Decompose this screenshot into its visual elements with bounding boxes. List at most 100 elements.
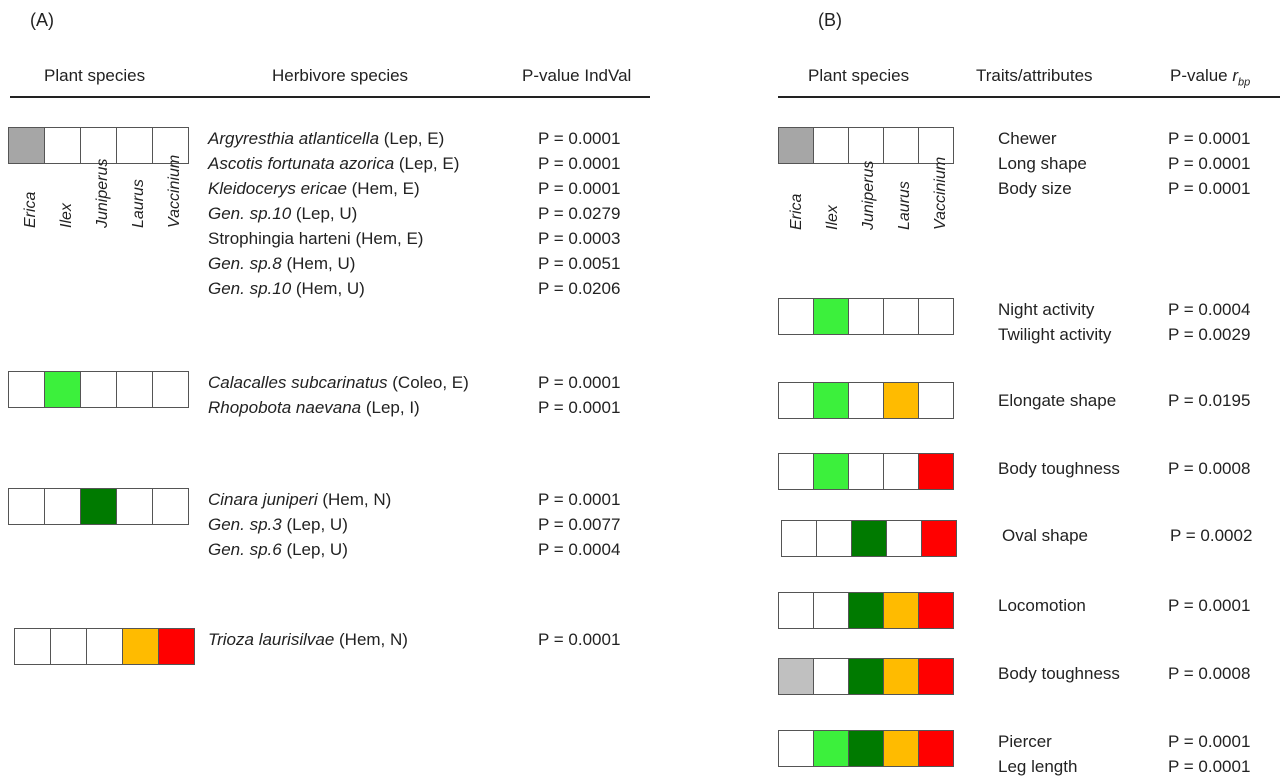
panel-b-strip-8 bbox=[778, 730, 954, 767]
strip-cell-none bbox=[8, 371, 45, 408]
rbp-p-value: P = 0.0029 bbox=[1168, 325, 1251, 344]
panel-b-strip-2 bbox=[778, 298, 954, 335]
trait-label: Elongate shape bbox=[998, 391, 1117, 410]
indval-p-value: P = 0.0051 bbox=[538, 254, 621, 273]
panel-a-strip-4 bbox=[14, 628, 195, 665]
panel-a-label: (A) bbox=[30, 10, 54, 30]
strip-cell-none bbox=[116, 371, 153, 408]
herbivore-name: Rhopobota naevana bbox=[208, 398, 362, 417]
strip-cell-ilex bbox=[44, 371, 81, 408]
indval-p-value: P = 0.0001 bbox=[538, 630, 621, 649]
strip-cell-vaccinium bbox=[918, 592, 954, 629]
strip-cell-vaccinium bbox=[158, 628, 195, 665]
strip-cell-none bbox=[883, 453, 919, 490]
herbivore-name: Ascotis fortunata azorica bbox=[208, 154, 395, 173]
herbivore-name: Strophingia harteni bbox=[208, 229, 351, 248]
indval-p-value: P = 0.0001 bbox=[538, 129, 621, 148]
panel-a-species-label-laurus: Laurus bbox=[130, 179, 147, 228]
herbivore-name: Argyresthia atlanticella bbox=[208, 129, 380, 148]
herbivore-name: Gen. sp.3 bbox=[208, 515, 282, 534]
strip-cell-none bbox=[848, 298, 884, 335]
indval-p-value: P = 0.0001 bbox=[538, 154, 621, 173]
strip-cell-none bbox=[813, 592, 849, 629]
rbp-p-value: P = 0.0001 bbox=[1168, 596, 1251, 615]
herbivore-row: Gen. sp.3 (Lep, U) bbox=[208, 513, 348, 537]
panel-b-species-label-vaccinium: Vaccinium bbox=[932, 156, 949, 230]
strip-cell-ilex bbox=[813, 298, 849, 335]
herbivore-name: Gen. sp.8 bbox=[208, 254, 282, 273]
indval-p-value: P = 0.0004 bbox=[538, 540, 621, 559]
panel-a-species-label-juniperus: Juniperus bbox=[94, 158, 111, 228]
herbivore-note: (Hem, U) bbox=[281, 254, 356, 273]
strip-cell-none bbox=[50, 628, 87, 665]
trait-label: Leg length bbox=[998, 757, 1078, 776]
herbivore-row: Gen. sp.6 (Lep, U) bbox=[208, 538, 348, 562]
herbivore-name: Gen. sp.10 bbox=[208, 204, 292, 223]
herbivore-note: (Coleo, E) bbox=[387, 373, 469, 392]
strip-cell-none bbox=[80, 371, 117, 408]
herbivore-note: (Lep, E) bbox=[394, 154, 460, 173]
herbivore-row: Strophingia harteni (Hem, E) bbox=[208, 227, 423, 251]
rbp-p-value: P = 0.0001 bbox=[1168, 757, 1251, 776]
herbivore-row: Cinara juniperi (Hem, N) bbox=[208, 488, 391, 512]
strip-cell-vaccinium bbox=[918, 453, 954, 490]
herbivore-name: Kleidocerys ericae bbox=[208, 179, 347, 198]
herbivore-row: Gen. sp.8 (Hem, U) bbox=[208, 252, 355, 276]
panel-b-pvalue-header: P-value rbp bbox=[1170, 66, 1250, 88]
strip-cell-ilex bbox=[813, 730, 849, 767]
strip-cell-none bbox=[44, 127, 81, 164]
strip-cell-ilex bbox=[813, 453, 849, 490]
strip-cell-none bbox=[86, 628, 123, 665]
strip-cell-erica bbox=[8, 127, 45, 164]
panel-b-strip-5 bbox=[781, 520, 957, 557]
strip-cell-none bbox=[152, 127, 189, 164]
panel-a-species-label-ilex: Ilex bbox=[58, 203, 75, 228]
strip-cell-none bbox=[816, 520, 852, 557]
herbivore-note: (Lep, U) bbox=[281, 540, 348, 559]
strip-cell-none bbox=[778, 298, 814, 335]
strip-cell-none bbox=[778, 592, 814, 629]
indval-p-value: P = 0.0001 bbox=[538, 398, 621, 417]
panel-a-strip-2 bbox=[8, 371, 189, 408]
trait-label: Body toughness bbox=[998, 664, 1120, 683]
panel-b-species-label-ilex: Ilex bbox=[824, 205, 841, 230]
panel-b-traits-header: Traits/attributes bbox=[976, 66, 1093, 85]
pvalue-prefix: P-value bbox=[1170, 66, 1233, 85]
herbivore-row: Gen. sp.10 (Lep, U) bbox=[208, 202, 357, 226]
herbivore-note: (Hem, N) bbox=[334, 630, 408, 649]
strip-cell-laurus bbox=[883, 730, 919, 767]
panel-a-herbivore-header: Herbivore species bbox=[272, 66, 409, 85]
panel-b-species-label-laurus: Laurus bbox=[896, 181, 913, 230]
rbp-p-value: P = 0.0001 bbox=[1168, 129, 1251, 148]
rbp-p-value: P = 0.0001 bbox=[1168, 154, 1251, 173]
strip-cell-none bbox=[778, 382, 814, 419]
strip-cell-none bbox=[918, 298, 954, 335]
herbivore-name: Cinara juniperi bbox=[208, 490, 318, 509]
herbivore-row: Ascotis fortunata azorica (Lep, E) bbox=[208, 152, 459, 176]
herbivore-note: (Lep, U) bbox=[291, 204, 358, 223]
strip-cell-juniperus bbox=[848, 592, 884, 629]
herbivore-name: Gen. sp.6 bbox=[208, 540, 282, 559]
indval-p-value: P = 0.0001 bbox=[538, 373, 621, 392]
panel-b-strip-4 bbox=[778, 453, 954, 490]
herbivore-note: (Hem, N) bbox=[317, 490, 392, 509]
strip-cell-erica bbox=[778, 127, 814, 164]
strip-cell-none bbox=[152, 371, 189, 408]
panel-a-strip-1 bbox=[8, 127, 189, 164]
herbivore-row: Kleidocerys ericae (Hem, E) bbox=[208, 177, 420, 201]
strip-cell-laurus bbox=[883, 658, 919, 695]
strip-cell-laurus bbox=[883, 592, 919, 629]
panel-a-pvalue-header: P-value IndVal bbox=[522, 66, 632, 85]
trait-label: Piercer bbox=[998, 732, 1052, 751]
rbp-p-value: P = 0.0195 bbox=[1168, 391, 1251, 410]
herbivore-name: Trioza laurisilvae bbox=[208, 630, 335, 649]
strip-cell-none bbox=[778, 453, 814, 490]
panel-b-strip-1 bbox=[778, 127, 954, 164]
herbivore-row: Argyresthia atlanticella (Lep, E) bbox=[208, 127, 444, 151]
strip-cell-none bbox=[883, 127, 919, 164]
strip-cell-erica_light bbox=[778, 658, 814, 695]
rbp-p-value: P = 0.0002 bbox=[1170, 526, 1253, 545]
strip-cell-none bbox=[14, 628, 51, 665]
strip-cell-none bbox=[778, 730, 814, 767]
strip-cell-none bbox=[813, 658, 849, 695]
